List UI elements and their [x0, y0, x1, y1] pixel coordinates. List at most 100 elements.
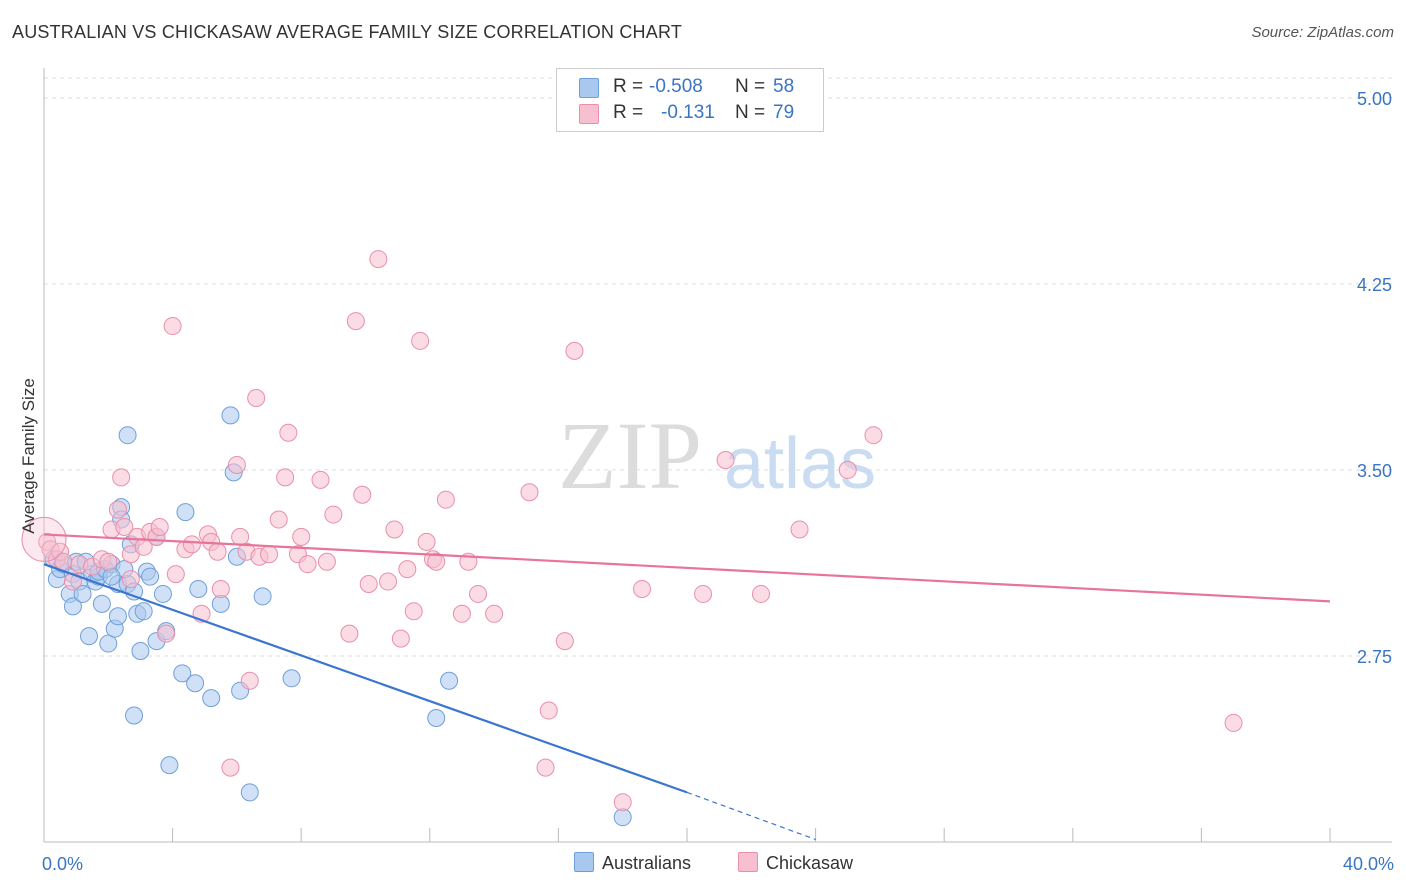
data-point [311, 470, 330, 489]
legend-item-australians[interactable]: Australians [574, 852, 691, 874]
data-point [163, 317, 182, 336]
data-point [112, 468, 131, 487]
axes [43, 68, 1392, 843]
y-tick-label: 5.00 [1357, 89, 1392, 109]
data-point [282, 669, 301, 688]
data-point [92, 594, 111, 613]
data-point [359, 575, 378, 594]
data-point [125, 706, 144, 725]
data-point [864, 426, 883, 445]
data-point [536, 758, 555, 777]
y-tick-label: 3.50 [1357, 461, 1392, 481]
data-point [539, 701, 558, 720]
data-point [80, 627, 99, 646]
data-point [269, 510, 288, 529]
data-point [253, 587, 272, 606]
data-point [227, 455, 246, 474]
x-tick-label: 40.0% [1343, 854, 1394, 874]
data-point [427, 708, 446, 727]
trend-line-extension [686, 791, 816, 841]
watermark-zip: ZIP [558, 402, 702, 509]
legend-label-australians: Australians [602, 853, 692, 873]
data-point [189, 579, 208, 598]
data-point [186, 674, 205, 693]
data-point [131, 642, 150, 660]
data-point [182, 535, 201, 554]
correlation-legend: R = -0.508 N = 58 R = -0.131 N = 79 [556, 68, 824, 132]
legend-item-chickasaw[interactable]: Chickasaw [738, 852, 853, 874]
data-point [485, 604, 504, 623]
data-point [324, 505, 343, 524]
data-point [452, 604, 471, 623]
data-point [751, 584, 770, 603]
data-point [134, 602, 153, 621]
data-point [391, 629, 410, 648]
data-point [150, 517, 169, 536]
series-chickasaw [38, 250, 1243, 812]
legend-r-value: -0.131 [661, 102, 715, 123]
x-tick-label: 0.0% [42, 854, 83, 874]
data-point [613, 793, 632, 812]
data-point [369, 250, 388, 269]
trend-line-chickasaw [43, 533, 1331, 603]
data-point [417, 532, 436, 551]
y-tick-label: 2.75 [1357, 647, 1392, 667]
legend-label-chickasaw: Chickasaw [766, 853, 854, 873]
data-point [427, 552, 446, 571]
data-point [838, 460, 857, 479]
data-point [790, 520, 809, 539]
legend-row-chickasaw: R = -0.131 N = 79 [557, 102, 823, 126]
data-point [404, 602, 423, 621]
data-point [353, 485, 372, 504]
legend-n-label: N = [735, 102, 766, 123]
data-point [632, 579, 651, 598]
data-point [221, 406, 240, 425]
legend-swatch-australians [579, 78, 599, 98]
legend-r-label: R = [613, 76, 644, 97]
data-point [440, 671, 459, 690]
data-point [716, 451, 735, 469]
data-point [240, 671, 259, 690]
data-point [118, 426, 137, 445]
legend-n-label: N = [735, 76, 766, 97]
data-point [379, 572, 398, 591]
y-axis-label: Average Family Size [19, 378, 38, 534]
data-point [279, 423, 298, 442]
data-point [157, 624, 176, 643]
data-point [166, 565, 185, 584]
data-point [108, 607, 127, 626]
chart-title: AUSTRALIAN VS CHICKASAW AVERAGE FAMILY S… [12, 22, 683, 42]
data-point [202, 689, 221, 708]
legend-r-label: R = [613, 102, 644, 123]
data-point [298, 555, 317, 574]
tick-labels: 5.00 4.25 3.50 2.75 0.0% 40.0% [42, 89, 1394, 874]
data-point [173, 664, 192, 683]
data-point [141, 567, 160, 586]
data-point [385, 520, 404, 539]
data-point [134, 537, 153, 556]
legend-swatch-chickasaw [738, 852, 758, 872]
data-point [1224, 713, 1243, 732]
data-point [211, 579, 230, 598]
data-point [99, 634, 118, 653]
data-point [260, 545, 279, 564]
data-point [694, 584, 713, 603]
legend-swatch-australians [574, 852, 594, 872]
data-point [411, 331, 430, 350]
legend-n-value: 58 [773, 76, 795, 97]
y-tick-label: 4.25 [1357, 275, 1392, 295]
data-point-large [21, 516, 67, 562]
data-point [115, 517, 134, 536]
data-point [73, 584, 92, 603]
data-point [208, 542, 227, 561]
data-point [520, 483, 539, 502]
legend-swatch-chickasaw [579, 104, 599, 124]
legend-row-australians: R = -0.508 N = 58 [557, 76, 823, 100]
data-point [63, 597, 82, 616]
data-point [436, 490, 455, 509]
data-point [108, 500, 127, 519]
data-point [340, 624, 359, 643]
legend-n-value: 79 [773, 102, 795, 123]
data-point [160, 756, 179, 775]
